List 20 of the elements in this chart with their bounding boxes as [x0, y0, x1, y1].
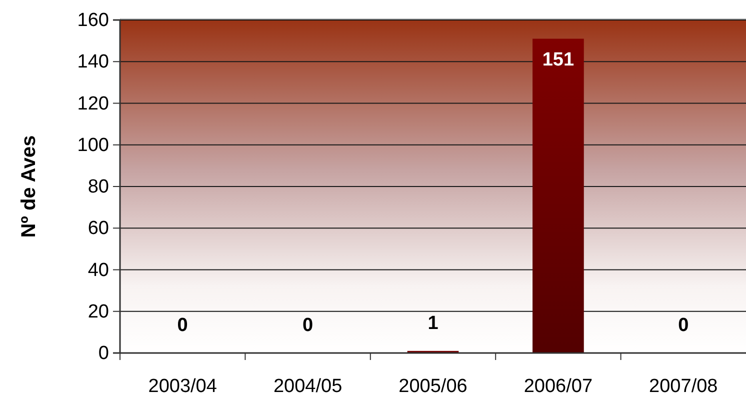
- y-tick-label: 0: [98, 343, 109, 364]
- data-label: 0: [678, 315, 689, 336]
- y-tick-label: 160: [77, 10, 109, 32]
- y-axis-title: Nº de Aves: [18, 135, 40, 238]
- y-tick-label: 40: [88, 260, 109, 281]
- data-label: 0: [177, 315, 188, 336]
- data-label: 151: [542, 50, 574, 71]
- data-label: 1: [428, 312, 439, 334]
- y-tick-label: 80: [88, 176, 109, 198]
- x-tick-label: 2003/04: [148, 376, 218, 397]
- y-tick-label: 60: [88, 218, 109, 240]
- x-tick-label: 2007/08: [649, 376, 718, 397]
- x-tick-label: 2004/05: [273, 376, 342, 397]
- x-tick-label: 2006/07: [524, 376, 593, 397]
- y-tick-label: 120: [77, 93, 109, 114]
- y-tick-label: 140: [77, 52, 109, 73]
- y-tick-label: 100: [77, 134, 109, 156]
- data-label: 0: [302, 315, 314, 336]
- x-tick-label: 2005/06: [398, 376, 468, 397]
- y-tick-label: 20: [88, 301, 109, 322]
